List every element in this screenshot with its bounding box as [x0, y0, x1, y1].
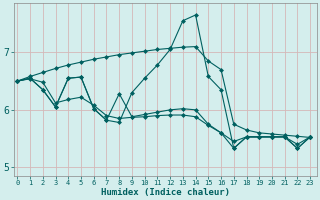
- X-axis label: Humidex (Indice chaleur): Humidex (Indice chaleur): [100, 188, 229, 197]
